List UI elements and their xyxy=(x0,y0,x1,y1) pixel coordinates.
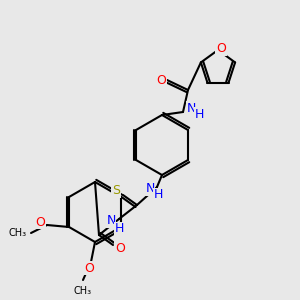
Text: N: N xyxy=(186,101,196,115)
Text: H: H xyxy=(194,107,204,121)
Text: CH₃: CH₃ xyxy=(74,286,92,296)
Text: O: O xyxy=(84,262,94,275)
Text: CH₃: CH₃ xyxy=(9,228,27,238)
Text: O: O xyxy=(156,74,166,86)
Text: O: O xyxy=(216,43,226,56)
Text: S: S xyxy=(112,184,120,197)
Text: H: H xyxy=(153,188,163,202)
Text: O: O xyxy=(115,242,125,254)
Text: N: N xyxy=(106,214,116,227)
Text: N: N xyxy=(145,182,155,196)
Text: H: H xyxy=(114,223,124,236)
Text: O: O xyxy=(35,215,45,229)
